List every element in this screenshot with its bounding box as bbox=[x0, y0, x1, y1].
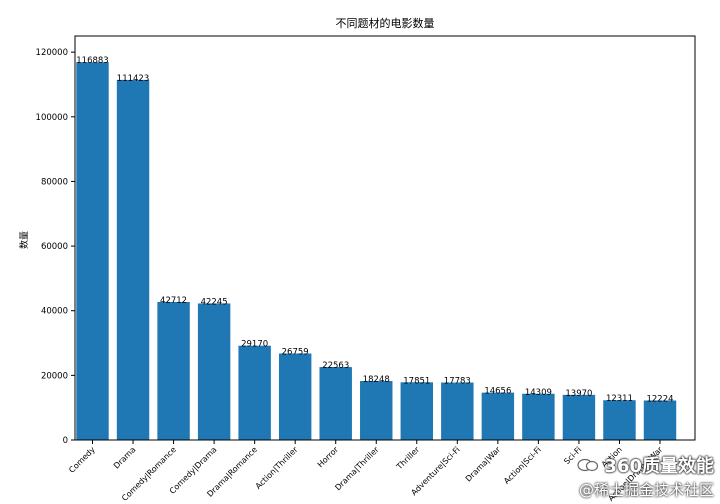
y-tick-label: 60000 bbox=[41, 242, 68, 252]
x-tick-label: Action|Sci-Fi bbox=[502, 445, 543, 486]
bar-value-label: 12224 bbox=[646, 394, 673, 404]
x-tick-label: Drama bbox=[112, 445, 138, 471]
bar-value-label: 13970 bbox=[565, 389, 592, 399]
bar-value-label: 14309 bbox=[525, 388, 552, 398]
bar-value-label: 17851 bbox=[403, 376, 430, 386]
y-tick-label: 40000 bbox=[41, 307, 68, 317]
x-tick-label: Comedy bbox=[67, 445, 97, 475]
y-tick-label: 120000 bbox=[36, 48, 68, 58]
y-tick-label: 20000 bbox=[41, 371, 68, 381]
bar bbox=[157, 301, 190, 440]
x-tick-label: Thriller bbox=[394, 445, 421, 472]
bar bbox=[441, 382, 474, 440]
x-tick-label: Action|Thriller bbox=[254, 445, 300, 491]
bar bbox=[643, 400, 677, 440]
bar bbox=[400, 382, 433, 440]
bar-value-labels: 116883 111423 42712 42245 29170 26759 22563 182… bbox=[76, 56, 673, 404]
bar-value-label: 14656 bbox=[484, 387, 511, 397]
plot-frame bbox=[74, 35, 696, 441]
bars bbox=[76, 62, 677, 441]
bar bbox=[238, 345, 271, 440]
bar bbox=[278, 353, 312, 440]
bar-value-label: 42712 bbox=[160, 296, 187, 306]
bar bbox=[197, 303, 231, 440]
bar bbox=[522, 393, 555, 440]
bar-value-label: 12311 bbox=[606, 394, 633, 404]
bar bbox=[562, 394, 596, 440]
bar bbox=[360, 381, 393, 440]
y-tick-label: 80000 bbox=[41, 177, 68, 187]
y-axis-label: 数量 bbox=[18, 231, 30, 249]
bar-value-label: 111423 bbox=[117, 74, 149, 84]
y-tick-label: 0 bbox=[63, 436, 68, 446]
bar-value-label: 26759 bbox=[282, 348, 309, 358]
x-tick-label: Drama|Thriller bbox=[333, 445, 381, 493]
y-ticks: 0 20000 40000 60000 80000 100000 120000 bbox=[36, 48, 75, 446]
x-ticks: Comedy DramaComedy|RomanceComedy|DramaDra… bbox=[67, 440, 665, 503]
bar-value-label: 42245 bbox=[201, 297, 228, 307]
bar-value-label: 17783 bbox=[444, 377, 471, 387]
x-tick-label: Drama|War bbox=[464, 445, 503, 484]
x-tick-label: Action bbox=[600, 445, 624, 469]
chart-title: 不同题材的电影数量 bbox=[336, 16, 435, 30]
bar bbox=[603, 400, 636, 440]
bar-value-label: 18248 bbox=[363, 375, 390, 385]
bar-value-label: 22563 bbox=[322, 361, 349, 371]
x-tick-label: Sci-Fi bbox=[562, 445, 583, 466]
bar bbox=[76, 62, 109, 441]
x-tick-label: Horror bbox=[316, 445, 341, 470]
bar bbox=[481, 392, 515, 440]
y-tick-label: 100000 bbox=[36, 113, 68, 123]
bar-value-label: 116883 bbox=[76, 56, 108, 66]
bar bbox=[319, 367, 352, 440]
y-axis: 数量 0 20000 40000 60000 80000 100000 120000 bbox=[18, 48, 75, 446]
bar-value-label: 29170 bbox=[241, 340, 268, 350]
bar bbox=[116, 79, 150, 441]
